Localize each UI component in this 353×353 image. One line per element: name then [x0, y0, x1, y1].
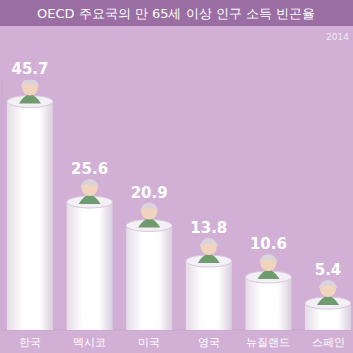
icon-head	[22, 80, 38, 96]
icon-head	[320, 281, 336, 297]
person-icon	[19, 80, 41, 104]
icon-body	[198, 254, 220, 263]
icon-head	[260, 255, 276, 271]
icon-head	[82, 180, 98, 196]
icon-body	[317, 296, 339, 305]
category-label: 뉴질랜드	[246, 336, 290, 349]
labels: 45.7 한국 25.6 멕시코 20.9 미국 13.8 영국 10.6 뉴질랜드 5.4 스페인	[11, 60, 344, 350]
icon-hair	[140, 203, 158, 212]
person-icon	[198, 238, 220, 263]
category-label: 멕시코	[73, 336, 106, 349]
icon-body	[257, 270, 279, 279]
data-label: 10.6	[250, 235, 287, 253]
data-label: 45.7	[11, 60, 48, 78]
cylinder-top	[7, 96, 53, 108]
icon-head	[201, 239, 217, 255]
y-axis-line	[2, 80, 3, 330]
cylinder-top	[305, 297, 351, 309]
icon-head	[141, 204, 157, 220]
icon-hair	[200, 238, 218, 247]
cylinder-body	[186, 261, 232, 330]
cylinder-body	[245, 277, 291, 330]
bar	[186, 238, 232, 330]
x-axis-line	[2, 330, 351, 331]
cylinder-body	[7, 102, 53, 331]
icon-hair	[21, 80, 39, 88]
title-band	[0, 0, 353, 26]
data-label: 20.9	[131, 184, 168, 202]
title: OECD 주요국의 만 65세 이상 인구 소득 빈곤율	[37, 6, 315, 21]
category-label: 한국	[19, 336, 41, 349]
bars	[7, 80, 351, 330]
bar	[7, 80, 53, 330]
person-icon	[257, 254, 279, 279]
bar	[67, 179, 113, 330]
data-label: 5.4	[315, 261, 342, 279]
cylinder-top	[186, 255, 232, 267]
icon-hair	[319, 280, 337, 289]
icon-body	[19, 95, 41, 104]
icon-hair	[81, 179, 99, 188]
bar	[245, 254, 291, 330]
person-icon	[79, 179, 101, 204]
icon-body	[138, 219, 160, 228]
icon-hair	[259, 254, 277, 263]
subtitle: 2014	[326, 32, 349, 42]
data-label: 25.6	[71, 160, 108, 178]
category-label: 미국	[138, 336, 160, 349]
person-icon	[317, 280, 339, 305]
data-label: 13.8	[190, 219, 227, 237]
cylinder-top	[126, 220, 172, 232]
bar	[305, 280, 351, 330]
cylinder-body	[126, 226, 172, 331]
chart: OECD 주요국의 만 65세 이상 인구 소득 빈곤율 2014 45.7 한국 25…	[0, 0, 353, 353]
cylinder-body	[67, 202, 113, 330]
category-label: 영국	[198, 336, 220, 349]
category-label: 스페인	[312, 336, 345, 349]
icon-body	[79, 195, 101, 204]
person-icon	[138, 203, 160, 228]
cylinder-top	[245, 271, 291, 283]
bar	[126, 203, 172, 331]
cylinder-top	[67, 196, 113, 208]
